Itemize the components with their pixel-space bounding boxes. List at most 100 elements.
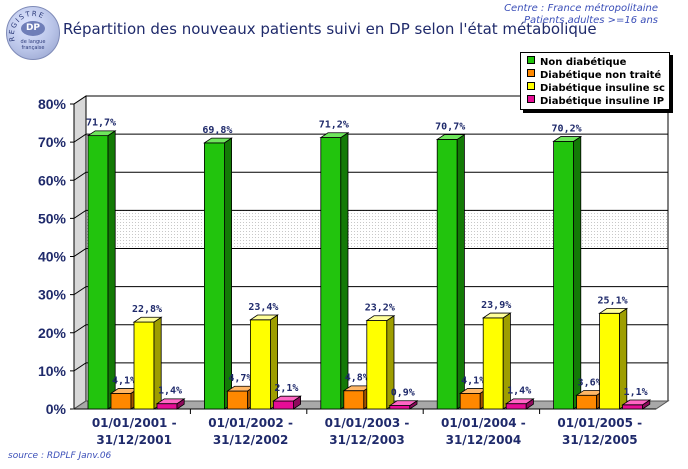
data-label: 23,4%	[248, 302, 278, 313]
bar-front	[482, 317, 504, 410]
y-tick-label: 70%	[38, 134, 67, 150]
data-label: 4,1%	[461, 375, 485, 386]
bar-front	[599, 312, 620, 410]
legend-item-non-diabetique: Non diabétique	[527, 56, 626, 68]
x-tick-label: 01/01/2003 -	[325, 416, 410, 430]
y-tick-label: 40%	[38, 249, 67, 265]
bar-front	[389, 405, 411, 410]
bar-top	[86, 130, 117, 137]
bar-front	[272, 400, 294, 410]
legend-swatch-non-diabetique	[527, 56, 535, 64]
bar-side	[269, 314, 279, 410]
data-label: 1,4%	[507, 386, 531, 397]
bar-front	[226, 390, 248, 410]
bar-front	[320, 137, 342, 410]
bar-top	[365, 315, 396, 321]
bar-top	[388, 400, 419, 406]
bar-front	[343, 390, 365, 410]
x-tick-label: 31/12/2003	[329, 433, 405, 447]
data-label: 4,8%	[345, 373, 369, 384]
bar-side	[340, 132, 349, 410]
data-label: 1,1%	[624, 387, 648, 398]
bar-top	[203, 137, 233, 144]
bar-top	[272, 395, 302, 402]
data-label: 2,1%	[274, 383, 298, 394]
bar-top	[481, 312, 512, 319]
y-tick-label: 0%	[46, 401, 67, 417]
legend-label: Diabétique non traité	[540, 70, 662, 81]
data-label: 71,7%	[86, 118, 116, 129]
bar-front	[133, 321, 155, 410]
bar-front	[249, 319, 271, 410]
data-label: 23,2%	[365, 303, 395, 314]
legend-swatch-diab-insuline-sc	[527, 82, 535, 90]
x-tick-label: 31/12/2005	[562, 433, 638, 447]
data-label: 70,2%	[552, 123, 582, 134]
x-tick-label: 01/01/2002 -	[208, 416, 293, 430]
bar-top	[132, 316, 163, 323]
bar-top	[155, 398, 186, 405]
x-tick-label: 31/12/2001	[96, 433, 172, 447]
legend-swatch-diab-insuline-ip	[527, 95, 535, 103]
legend-label: Non diabétique	[540, 57, 627, 68]
x-tick-label: 01/01/2005 -	[557, 416, 642, 430]
data-label: 25,1%	[598, 295, 628, 306]
x-tick-label: 01/01/2004 -	[441, 416, 526, 430]
chart-legend: Non diabétique Diabétique non traité Dia…	[520, 52, 670, 110]
x-tick-label: 31/12/2002	[213, 433, 289, 447]
y-tick-label: 80%	[38, 96, 67, 112]
data-label: 4,1%	[112, 375, 136, 386]
bar-top	[552, 136, 583, 142]
bar-front	[622, 404, 643, 410]
bar-top	[435, 134, 466, 140]
legend-swatch-diab-non-traite	[527, 69, 535, 77]
chart-title: Répartition des nouveaux patients suivi …	[63, 20, 597, 38]
bar-front	[110, 392, 132, 410]
logo-sub-line1: de langue	[20, 39, 46, 45]
y-tick-label: 10%	[38, 363, 67, 379]
y-tick-label: 50%	[38, 210, 67, 226]
context-population: Patients adultes >=16 ans	[523, 15, 658, 26]
bar-side	[456, 133, 465, 410]
registre-dp-logo: REGISTRE DP de langue française	[6, 6, 60, 60]
bar-top	[504, 398, 535, 405]
legend-item-diab-non-traite: Diabétique non traité	[527, 69, 661, 81]
data-label: 22,8%	[132, 304, 162, 315]
logo-sub-line2: française	[21, 45, 45, 51]
data-label: 70,7%	[435, 121, 465, 132]
bar-front	[436, 139, 458, 410]
bar-front	[576, 394, 597, 410]
y-tick-label: 60%	[38, 172, 67, 188]
legend-item-diab-insuline-ip: Diabétique insuline IP	[527, 95, 664, 107]
bar-front	[505, 403, 527, 410]
bar-top	[598, 308, 629, 314]
data-label: 3,6%	[578, 377, 602, 388]
context-center: Centre : France métropolitaine	[504, 3, 658, 14]
data-label: 23,9%	[481, 300, 511, 311]
bar-front	[87, 135, 109, 410]
data-label: 0,9%	[391, 388, 415, 399]
x-tick-label: 01/01/2001 -	[92, 416, 177, 430]
x-tick-label: 31/12/2004	[446, 433, 522, 447]
y-tick-label: 30%	[38, 287, 67, 303]
bar-front	[156, 403, 178, 410]
bar-front	[203, 142, 225, 410]
legend-label: Diabétique insuline sc	[540, 83, 665, 94]
legend-item-diab-insuline-sc: Diabétique insuline sc	[527, 82, 665, 94]
logo-dp-text: DP	[21, 21, 45, 36]
data-label: 1,4%	[158, 386, 182, 397]
bar-side	[573, 135, 582, 410]
data-label: 69,8%	[202, 125, 232, 136]
source-note: source : RDPLF Janv.06	[8, 451, 112, 461]
bar-top	[249, 314, 279, 321]
bar-side	[107, 130, 116, 410]
bar-front	[459, 392, 481, 410]
bar-top	[621, 399, 652, 406]
bar-side	[223, 137, 233, 410]
data-label: 4,7%	[228, 373, 252, 384]
legend-label: Diabétique insuline IP	[540, 96, 665, 107]
y-tick-label: 20%	[38, 325, 67, 341]
bar-front	[553, 140, 574, 410]
data-label: 71,2%	[319, 120, 349, 131]
